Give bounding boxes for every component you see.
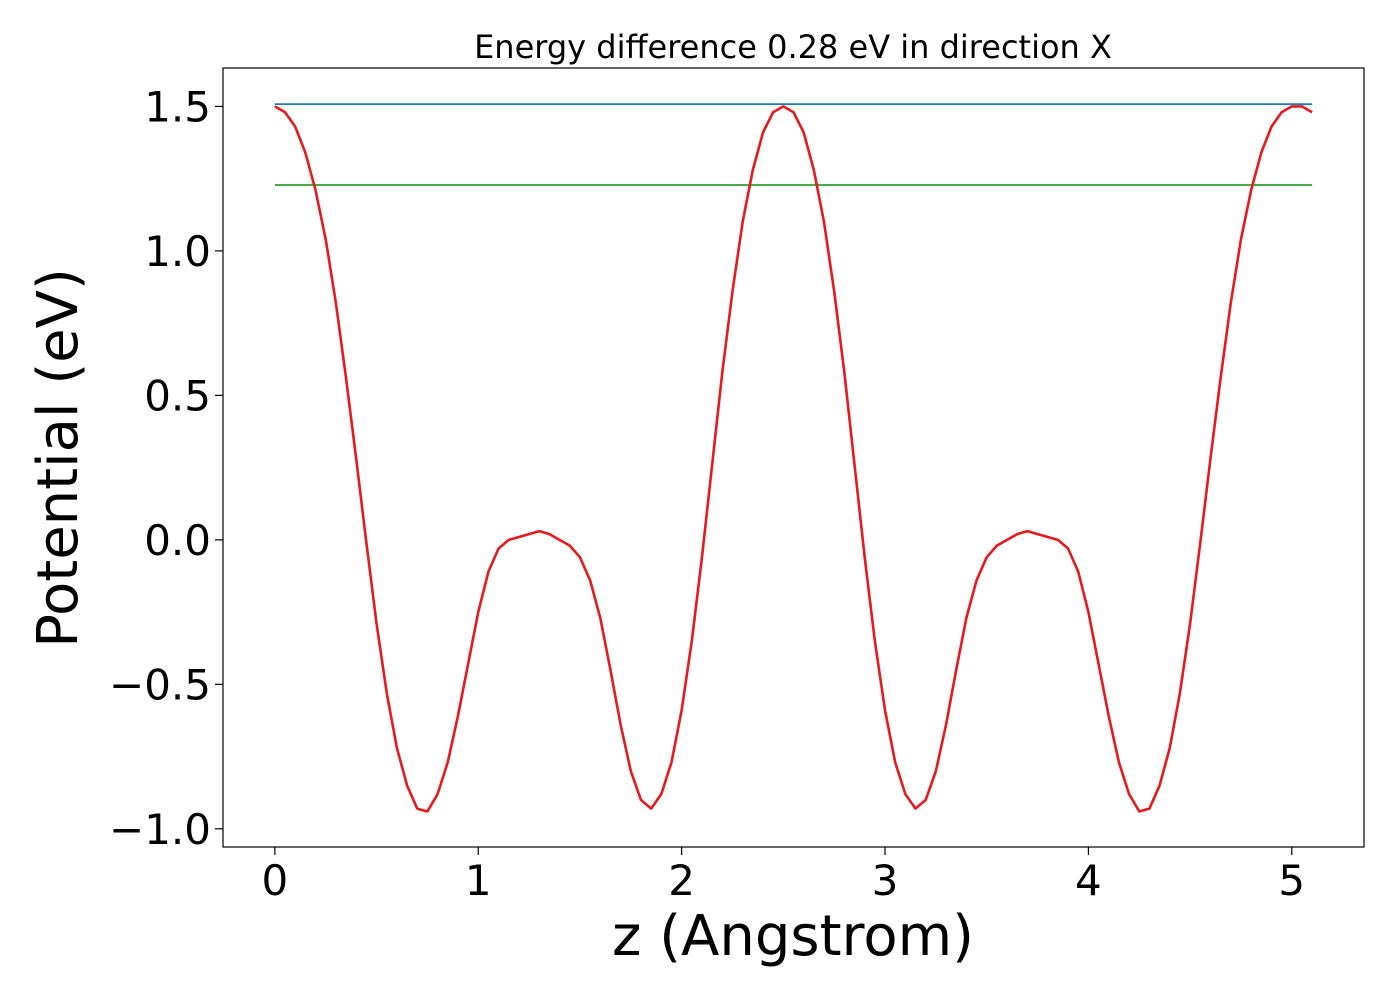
potential-curve	[274, 105, 1313, 813]
y-tick-label: 0.0	[144, 516, 211, 565]
x-axis-label: z (Angstrom)	[612, 904, 974, 969]
plot-frame	[222, 67, 1365, 848]
chart-title: Energy difference 0.28 eV in direction X	[474, 28, 1112, 66]
y-tick-label: −1.0	[109, 805, 211, 854]
x-tick-label: 2	[668, 856, 695, 905]
x-tick-label: 4	[1075, 856, 1102, 905]
x-tick-label: 5	[1278, 856, 1305, 905]
x-axis-ticks: 0 1 2 3 4 5	[261, 847, 1305, 905]
y-axis-label: Potential (eV)	[26, 268, 91, 648]
series-layer	[274, 103, 1313, 813]
x-tick-label: 0	[261, 856, 288, 905]
x-tick-label: 1	[465, 856, 492, 905]
y-tick-label: 1.0	[144, 227, 211, 276]
y-axis-ticks: −1.0 −0.5 0.0 0.5 1.0 1.5	[109, 82, 223, 854]
y-tick-label: −0.5	[109, 660, 211, 709]
y-tick-label: 1.5	[144, 82, 211, 131]
x-tick-label: 3	[872, 856, 899, 905]
y-tick-label: 0.5	[144, 371, 211, 420]
